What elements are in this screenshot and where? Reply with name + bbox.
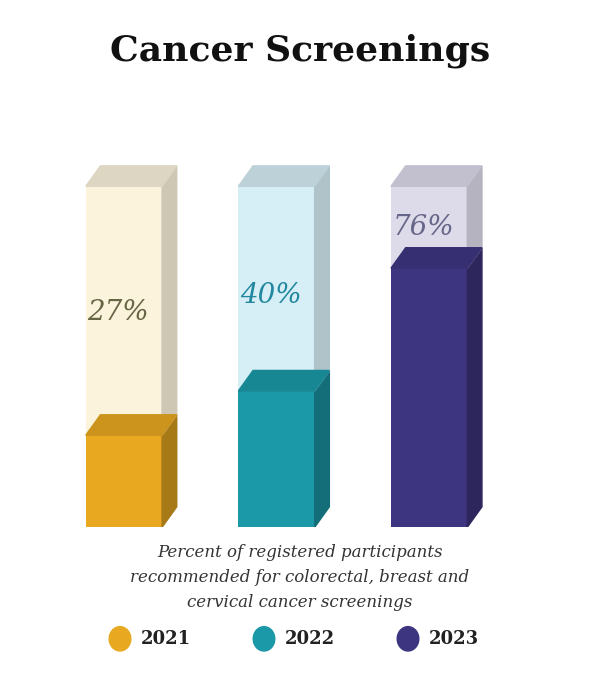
Polygon shape <box>238 166 329 187</box>
Polygon shape <box>86 166 177 187</box>
FancyBboxPatch shape <box>238 187 314 527</box>
FancyBboxPatch shape <box>391 187 467 527</box>
Polygon shape <box>467 247 482 527</box>
Text: 76%: 76% <box>392 214 454 241</box>
Text: 2022: 2022 <box>285 630 335 648</box>
FancyBboxPatch shape <box>391 268 467 527</box>
Text: Percent of registered participants
recommended for colorectal, breast and
cervic: Percent of registered participants recom… <box>130 544 470 611</box>
Polygon shape <box>391 166 482 187</box>
Text: 27%: 27% <box>87 299 149 326</box>
Text: 40%: 40% <box>240 282 301 309</box>
Polygon shape <box>238 370 329 391</box>
Polygon shape <box>314 370 329 527</box>
Polygon shape <box>391 247 482 268</box>
FancyBboxPatch shape <box>86 435 162 527</box>
Polygon shape <box>162 415 177 527</box>
Polygon shape <box>86 415 177 435</box>
Polygon shape <box>467 166 482 268</box>
Text: 2021: 2021 <box>141 630 191 648</box>
Text: Cancer Screenings: Cancer Screenings <box>110 34 490 68</box>
Text: 2023: 2023 <box>429 630 479 648</box>
FancyBboxPatch shape <box>238 391 314 527</box>
FancyBboxPatch shape <box>86 187 162 527</box>
Polygon shape <box>314 166 329 391</box>
Polygon shape <box>162 166 177 435</box>
